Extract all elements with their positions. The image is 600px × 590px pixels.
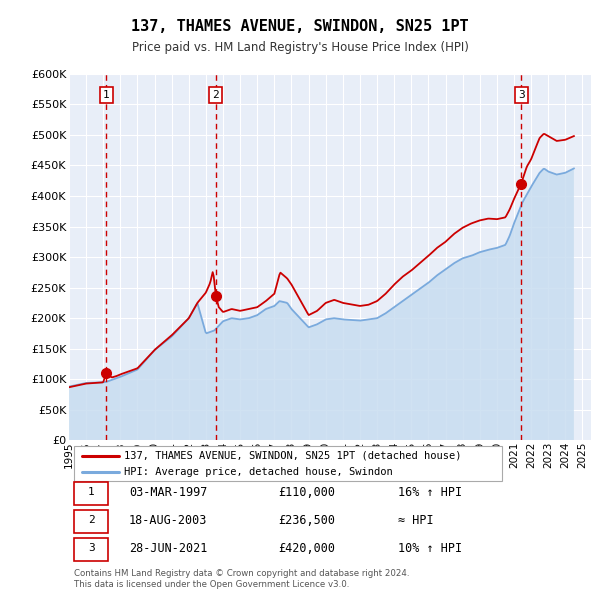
Text: ≈ HPI: ≈ HPI	[398, 514, 433, 527]
Text: HPI: Average price, detached house, Swindon: HPI: Average price, detached house, Swin…	[124, 467, 392, 477]
Text: 2: 2	[88, 515, 95, 525]
Text: 137, THAMES AVENUE, SWINDON, SN25 1PT: 137, THAMES AVENUE, SWINDON, SN25 1PT	[131, 19, 469, 34]
Text: 28-JUN-2021: 28-JUN-2021	[129, 542, 208, 555]
FancyBboxPatch shape	[74, 445, 502, 481]
Text: 18-AUG-2003: 18-AUG-2003	[129, 514, 208, 527]
FancyBboxPatch shape	[74, 482, 108, 505]
Text: £420,000: £420,000	[278, 542, 335, 555]
Text: 137, THAMES AVENUE, SWINDON, SN25 1PT (detached house): 137, THAMES AVENUE, SWINDON, SN25 1PT (d…	[124, 451, 461, 461]
Text: £236,500: £236,500	[278, 514, 335, 527]
Text: 16% ↑ HPI: 16% ↑ HPI	[398, 486, 462, 499]
Text: 3: 3	[518, 90, 524, 100]
Text: This data is licensed under the Open Government Licence v3.0.: This data is licensed under the Open Gov…	[74, 579, 350, 589]
Text: Price paid vs. HM Land Registry's House Price Index (HPI): Price paid vs. HM Land Registry's House …	[131, 41, 469, 54]
Text: 03-MAR-1997: 03-MAR-1997	[129, 486, 208, 499]
Text: 1: 1	[88, 487, 95, 497]
Text: 1: 1	[103, 90, 109, 100]
FancyBboxPatch shape	[74, 510, 108, 533]
Text: Contains HM Land Registry data © Crown copyright and database right 2024.: Contains HM Land Registry data © Crown c…	[74, 569, 410, 578]
Text: 10% ↑ HPI: 10% ↑ HPI	[398, 542, 462, 555]
Text: 3: 3	[88, 543, 95, 553]
Text: 2: 2	[212, 90, 219, 100]
FancyBboxPatch shape	[74, 538, 108, 560]
Text: £110,000: £110,000	[278, 486, 335, 499]
